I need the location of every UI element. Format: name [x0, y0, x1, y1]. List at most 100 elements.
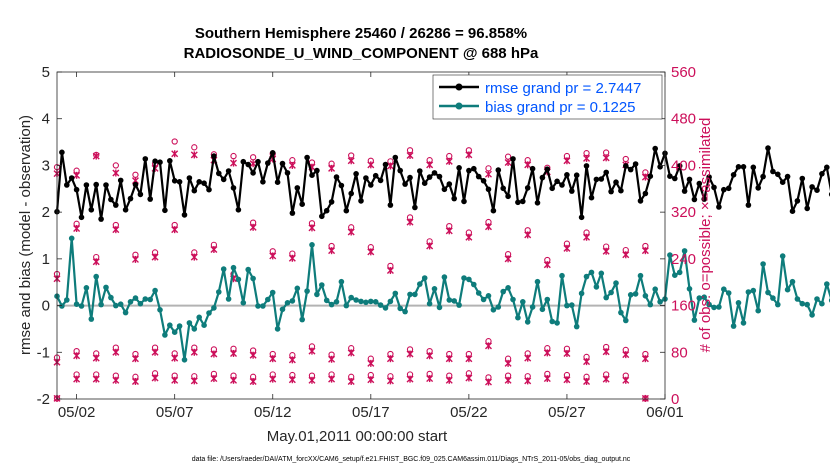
y-right-tick-label: 0 [671, 391, 679, 408]
obs-assimilated-marker [92, 152, 100, 160]
obs-assimilated-marker [445, 227, 453, 235]
bias-point [402, 308, 408, 315]
obs-assimilated-marker [641, 247, 649, 255]
obs-assimilated-marker [465, 355, 473, 363]
bias-point [701, 294, 707, 301]
bias-point [333, 299, 340, 305]
y-right-tick-label: 560 [671, 64, 696, 81]
y-right-tick-label: 240 [671, 251, 696, 268]
obs-assimilated-marker [308, 347, 316, 355]
y-axis-left: -2 -1 0 1 2 3 4 5 [37, 64, 62, 408]
bias-point [760, 261, 766, 267]
bias-point [794, 296, 801, 302]
rmse-point [88, 207, 95, 213]
bias-point [779, 253, 786, 259]
rmse-point [314, 167, 320, 174]
x-axis-label: May.01,2011 00:00:00 start [267, 428, 448, 445]
obs-assimilated-marker [641, 173, 649, 181]
obs-assimilated-marker [112, 376, 120, 384]
bias-point [368, 298, 374, 305]
rmse-point [294, 185, 301, 191]
rmse-point [672, 175, 678, 182]
y-left-tick-label: -2 [37, 391, 50, 408]
bias-point [725, 290, 732, 296]
obs-assimilated-marker [73, 224, 81, 232]
rmse-point [309, 172, 315, 178]
bias-point [181, 357, 188, 363]
obs-assimilated-marker [367, 359, 375, 367]
bias-point [524, 319, 531, 325]
bias-point [480, 296, 487, 303]
plot-area [53, 138, 830, 402]
obs-assimilated-marker [641, 355, 649, 363]
bias-point [93, 273, 99, 280]
obs-assimilated-marker [465, 233, 473, 241]
rmse-point [495, 167, 502, 173]
rmse-point [485, 186, 492, 193]
y-left-tick-label: 4 [42, 111, 50, 128]
rmse-point [544, 166, 551, 172]
bias-point [686, 286, 693, 292]
bias-point [789, 278, 796, 285]
bias-point [407, 291, 413, 298]
bias-point [304, 288, 310, 294]
obs-possible-marker [230, 152, 237, 160]
bias-point [348, 294, 355, 301]
obs-assimilated-marker [563, 349, 571, 357]
bias-point [142, 296, 149, 302]
rmse-point [819, 171, 825, 177]
obs-assimilated-marker [426, 352, 434, 360]
rmse-point [142, 156, 149, 162]
bias-point [132, 295, 139, 301]
obs-assimilated-marker [367, 376, 375, 384]
bias-point [740, 320, 747, 326]
obs-assimilated-marker [426, 375, 434, 383]
bias-point [421, 275, 428, 281]
rmse-point [657, 164, 663, 170]
bias-point [265, 296, 271, 303]
obs-assimilated-marker [288, 161, 296, 169]
rmse-point [441, 186, 448, 193]
y-right-tick-label: 480 [671, 111, 696, 128]
obs-assimilated-marker [190, 377, 198, 385]
rmse-point [515, 199, 521, 206]
rmse-point [735, 164, 742, 170]
bias-point [127, 299, 134, 305]
bias-point [269, 289, 276, 296]
rmse-point [740, 164, 747, 170]
bias-point [387, 298, 394, 305]
rmse-point [122, 207, 129, 213]
bias-point [735, 300, 742, 306]
bias-point [176, 323, 183, 329]
obs-assimilated-marker [151, 348, 159, 356]
rmse-point [681, 188, 688, 194]
rmse-point [676, 163, 683, 169]
bias-point [309, 242, 315, 248]
obs-assimilated-marker [484, 378, 492, 386]
rmse-point [421, 180, 428, 186]
bias-point [495, 304, 502, 310]
rmse-point [779, 179, 786, 185]
rmse-point [157, 159, 163, 165]
obs-assimilated-marker [583, 358, 591, 366]
bias-point [171, 329, 178, 336]
rmse-point [216, 170, 222, 177]
bias-point [539, 306, 546, 313]
obs-assimilated-marker [406, 218, 414, 226]
rmse-point [456, 165, 462, 171]
bias-point [667, 252, 673, 258]
bias-point [583, 273, 590, 280]
rmse-point [686, 176, 693, 183]
obs-assimilated-marker [602, 247, 610, 255]
rmse-point [554, 178, 560, 185]
bias-point [59, 303, 65, 309]
obs-assimilated-marker [622, 251, 630, 259]
bias-point [461, 275, 467, 281]
bias-point [573, 323, 580, 330]
rmse-point [784, 173, 791, 180]
x-tick-label: 05/02 [58, 404, 96, 421]
obs-assimilated-marker [269, 355, 277, 363]
bias-point [505, 285, 511, 291]
bias-point [225, 296, 232, 302]
rmse-point [775, 171, 781, 178]
